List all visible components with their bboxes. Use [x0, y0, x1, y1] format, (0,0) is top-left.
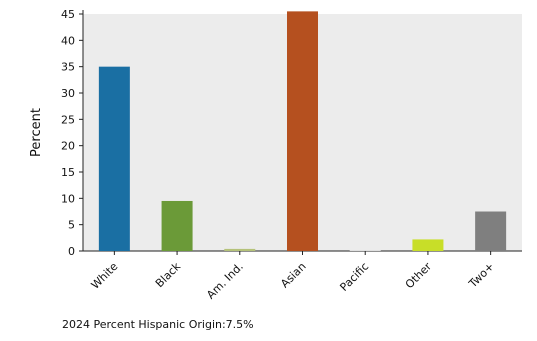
y-tick-label: 5	[68, 219, 75, 232]
x-tick-label: Am. Ind.	[204, 260, 246, 302]
x-tick-label: Asian	[278, 260, 308, 290]
y-tick-label: 25	[61, 113, 75, 126]
bar-asian	[287, 11, 318, 251]
x-tick-label: Pacific	[337, 260, 371, 294]
y-tick-label: 20	[61, 140, 75, 153]
bar-two	[475, 211, 507, 251]
x-tick-label: Other	[403, 260, 435, 292]
bar-white	[98, 66, 130, 252]
y-tick-label: 10	[61, 192, 75, 205]
y-tick-label: 40	[61, 34, 75, 47]
x-tick-label: White	[89, 260, 121, 292]
y-tick-label: 30	[61, 87, 75, 100]
y-tick-label: 45	[61, 8, 75, 21]
x-tick-label: Two+	[466, 260, 497, 291]
y-tick-label: 0	[68, 245, 75, 258]
bar-black	[161, 200, 193, 251]
y-axis-title: Percent	[29, 108, 44, 157]
y-tick-label: 15	[61, 166, 75, 179]
bar-pacific	[349, 250, 381, 251]
bar-am-ind	[224, 248, 256, 251]
hispanic-origin-note: 2024 Percent Hispanic Origin:7.5%	[62, 318, 254, 331]
y-tick-label: 35	[61, 61, 75, 74]
x-tick-label: Black	[153, 259, 184, 290]
bar-other	[412, 239, 444, 251]
